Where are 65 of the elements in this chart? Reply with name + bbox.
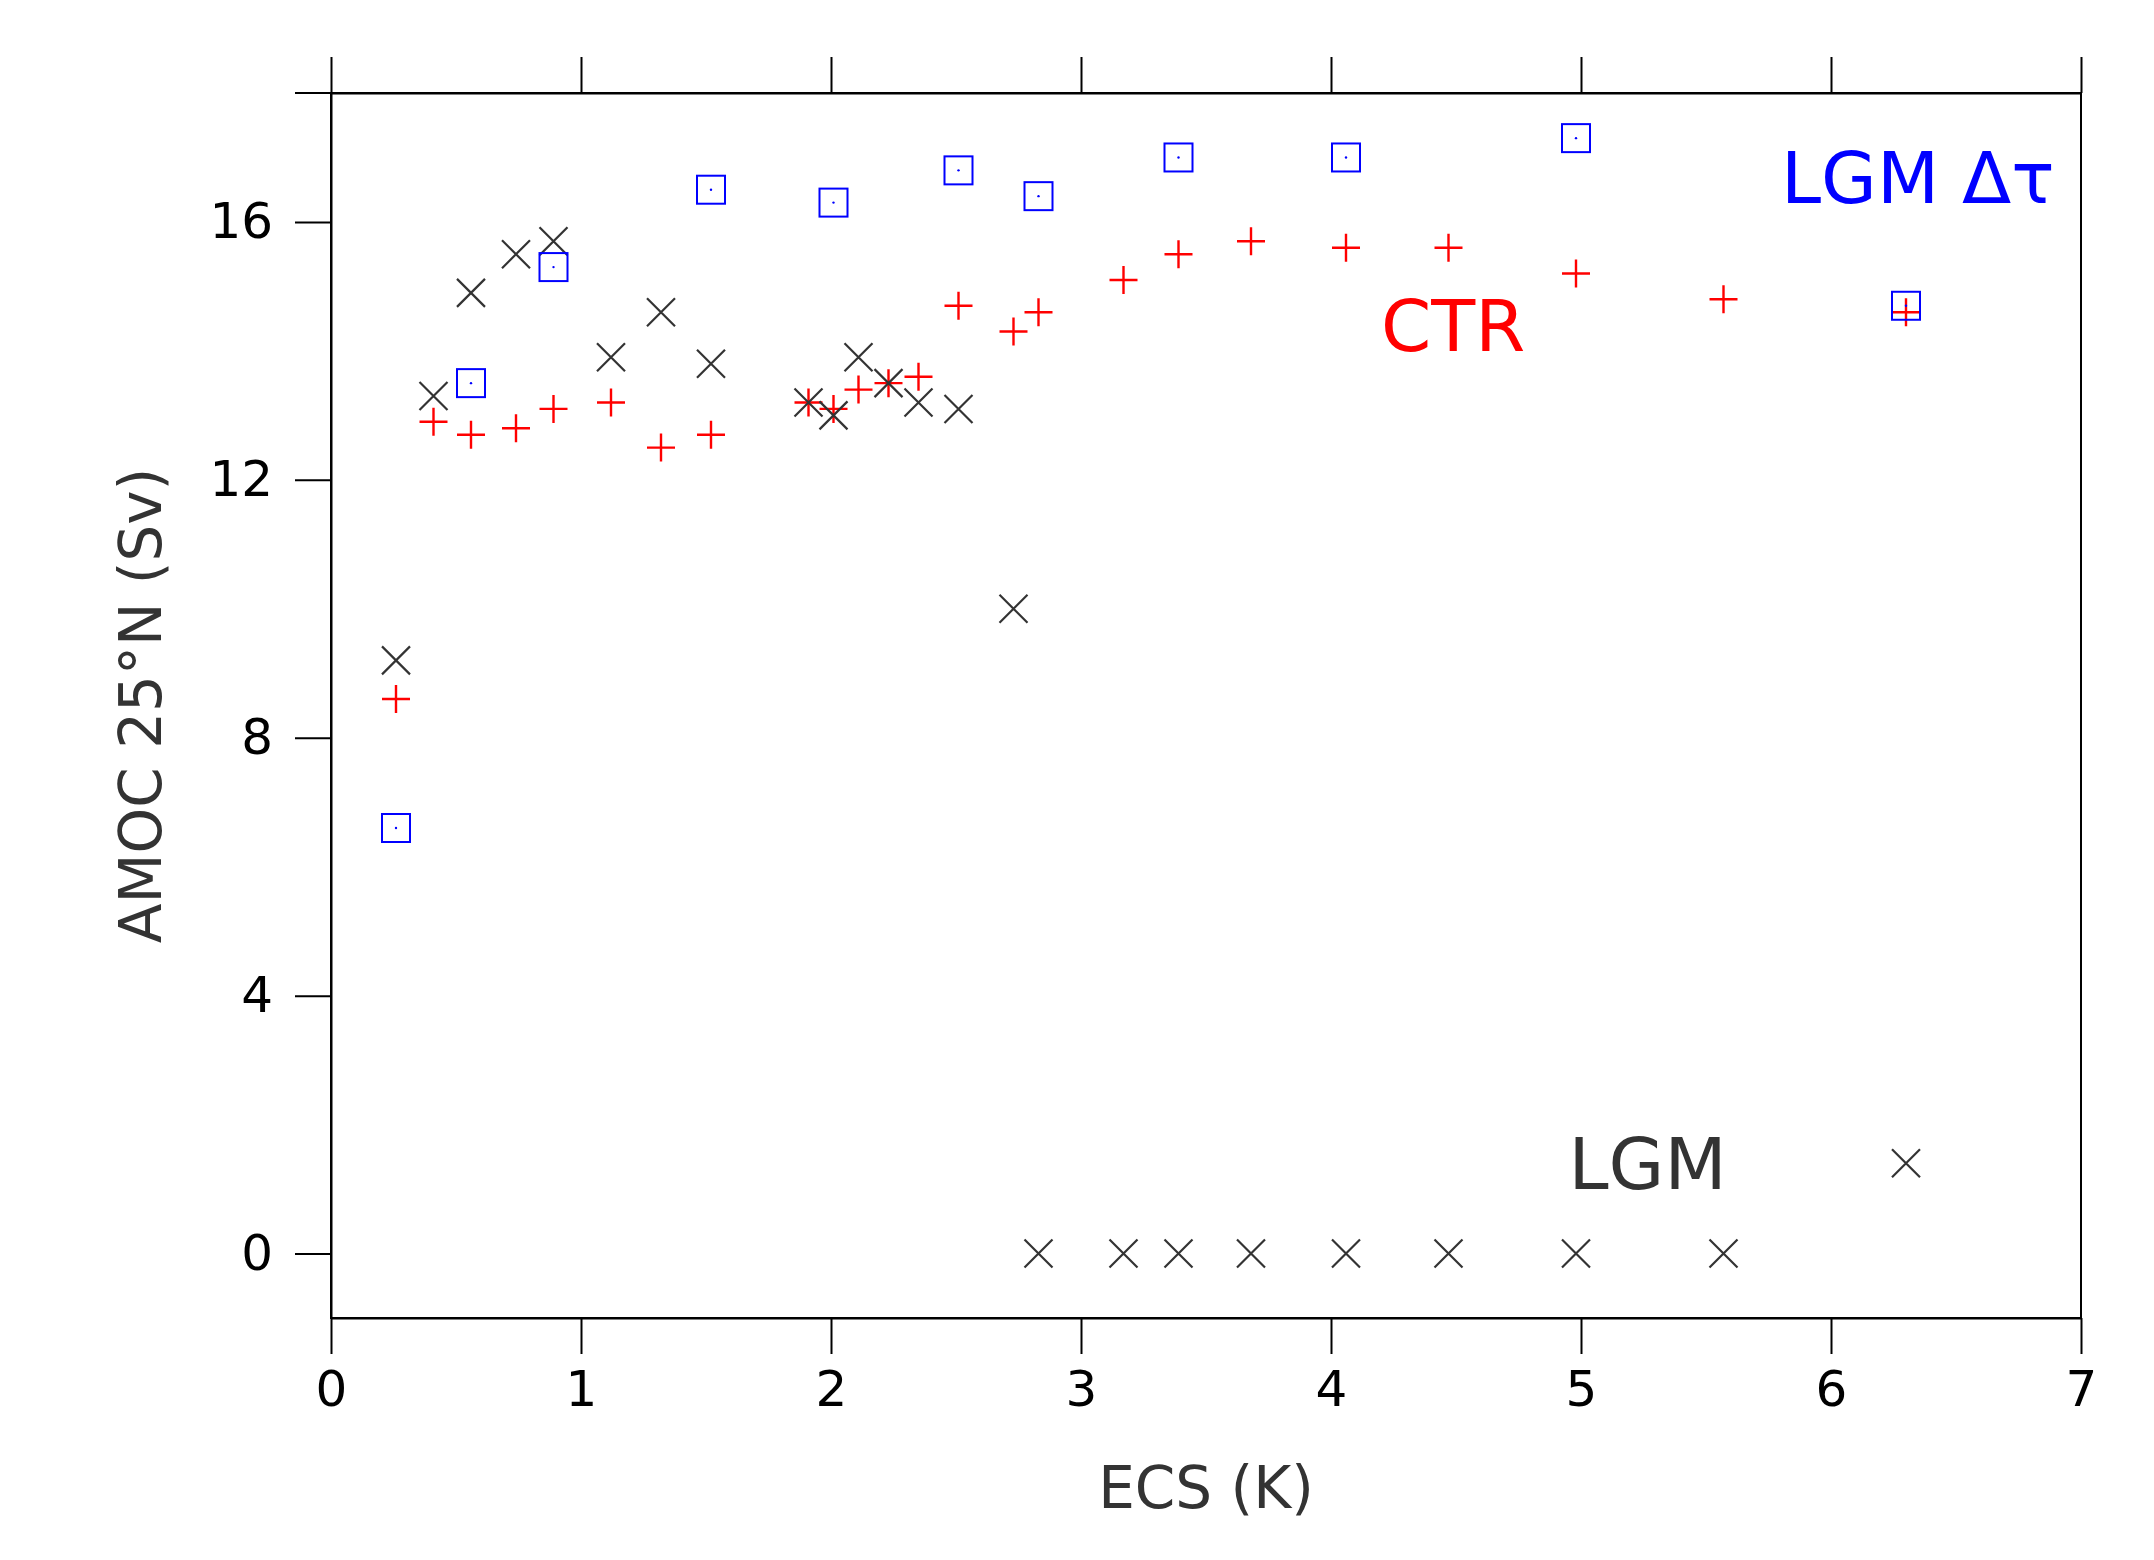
y-tick-label: 8: [241, 708, 273, 767]
y-tick-label: 12: [209, 450, 273, 509]
point: [696, 174, 726, 205]
series-label: CTR: [1381, 283, 1526, 368]
point: [455, 277, 487, 308]
point: [1562, 259, 1590, 288]
point: [1709, 285, 1738, 314]
x-tick-label: 4: [1315, 1359, 1348, 1418]
x-axis-title: ECS (K): [1098, 1454, 1314, 1522]
x-tick-label: 6: [1815, 1359, 1848, 1418]
point: [1023, 181, 1054, 212]
point: [597, 388, 625, 417]
point: [539, 394, 568, 423]
point: [903, 387, 934, 418]
point: [1561, 123, 1591, 154]
y-tick-label: 4: [241, 966, 273, 1025]
point: [943, 393, 974, 425]
point: [538, 252, 569, 283]
point: [381, 813, 411, 843]
x-tick-label: 7: [2065, 1359, 2098, 1418]
point: [1891, 290, 1921, 321]
x-tick-label: 0: [315, 1359, 348, 1418]
x-tick-label: 3: [1065, 1359, 1098, 1418]
point: [998, 593, 1029, 624]
x-tick-label: 2: [815, 1359, 848, 1418]
point: [1434, 233, 1463, 262]
point: [1560, 1238, 1592, 1269]
point: [418, 380, 449, 412]
point: [538, 226, 569, 257]
point: [456, 368, 486, 399]
point: [1164, 240, 1193, 269]
point: [1163, 142, 1194, 173]
point: [695, 348, 727, 379]
point: [500, 239, 532, 270]
point: [1235, 1238, 1267, 1269]
point: [419, 407, 448, 436]
point: [380, 645, 412, 676]
point: [943, 155, 974, 186]
x-tick-label: 5: [1565, 1359, 1598, 1418]
point: [1108, 1238, 1139, 1269]
point: [1023, 1238, 1054, 1269]
y-axis-title: AMOC 25°N (Sv): [107, 467, 175, 944]
point: [1109, 265, 1138, 294]
point: [818, 187, 849, 218]
point: [645, 297, 677, 328]
point: [1331, 142, 1361, 173]
point: [1433, 1238, 1464, 1269]
y-tick-label: 0: [241, 1224, 273, 1283]
series-label: LGM Δτ: [1781, 135, 2055, 220]
y-tick-label: 16: [209, 192, 273, 251]
point: [944, 291, 973, 320]
series-label: LGM: [1568, 1122, 1727, 1207]
point: [844, 375, 873, 404]
point: [1708, 1238, 1739, 1269]
point: [647, 433, 675, 462]
point: [1330, 1238, 1362, 1269]
point: [1890, 1148, 1922, 1179]
point: [818, 400, 849, 431]
point: [595, 342, 627, 373]
point: [843, 342, 874, 373]
x-tick-label: 1: [565, 1359, 598, 1418]
point: [1163, 1238, 1194, 1269]
point: [999, 317, 1028, 346]
point: [904, 362, 933, 391]
point: [1024, 298, 1053, 327]
